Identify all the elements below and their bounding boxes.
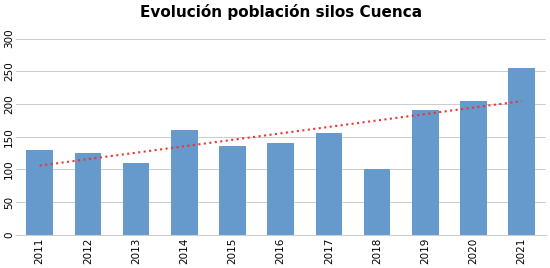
Bar bbox=[364, 169, 390, 235]
Bar bbox=[412, 110, 438, 235]
Bar bbox=[267, 143, 294, 235]
Bar bbox=[26, 150, 53, 235]
Bar bbox=[123, 163, 150, 235]
Bar bbox=[508, 68, 535, 235]
Bar bbox=[171, 130, 197, 235]
Bar bbox=[460, 101, 487, 235]
Title: Evolución población silos Cuenca: Evolución población silos Cuenca bbox=[140, 4, 422, 20]
Bar bbox=[219, 146, 246, 235]
Bar bbox=[316, 133, 342, 235]
Bar bbox=[75, 153, 101, 235]
